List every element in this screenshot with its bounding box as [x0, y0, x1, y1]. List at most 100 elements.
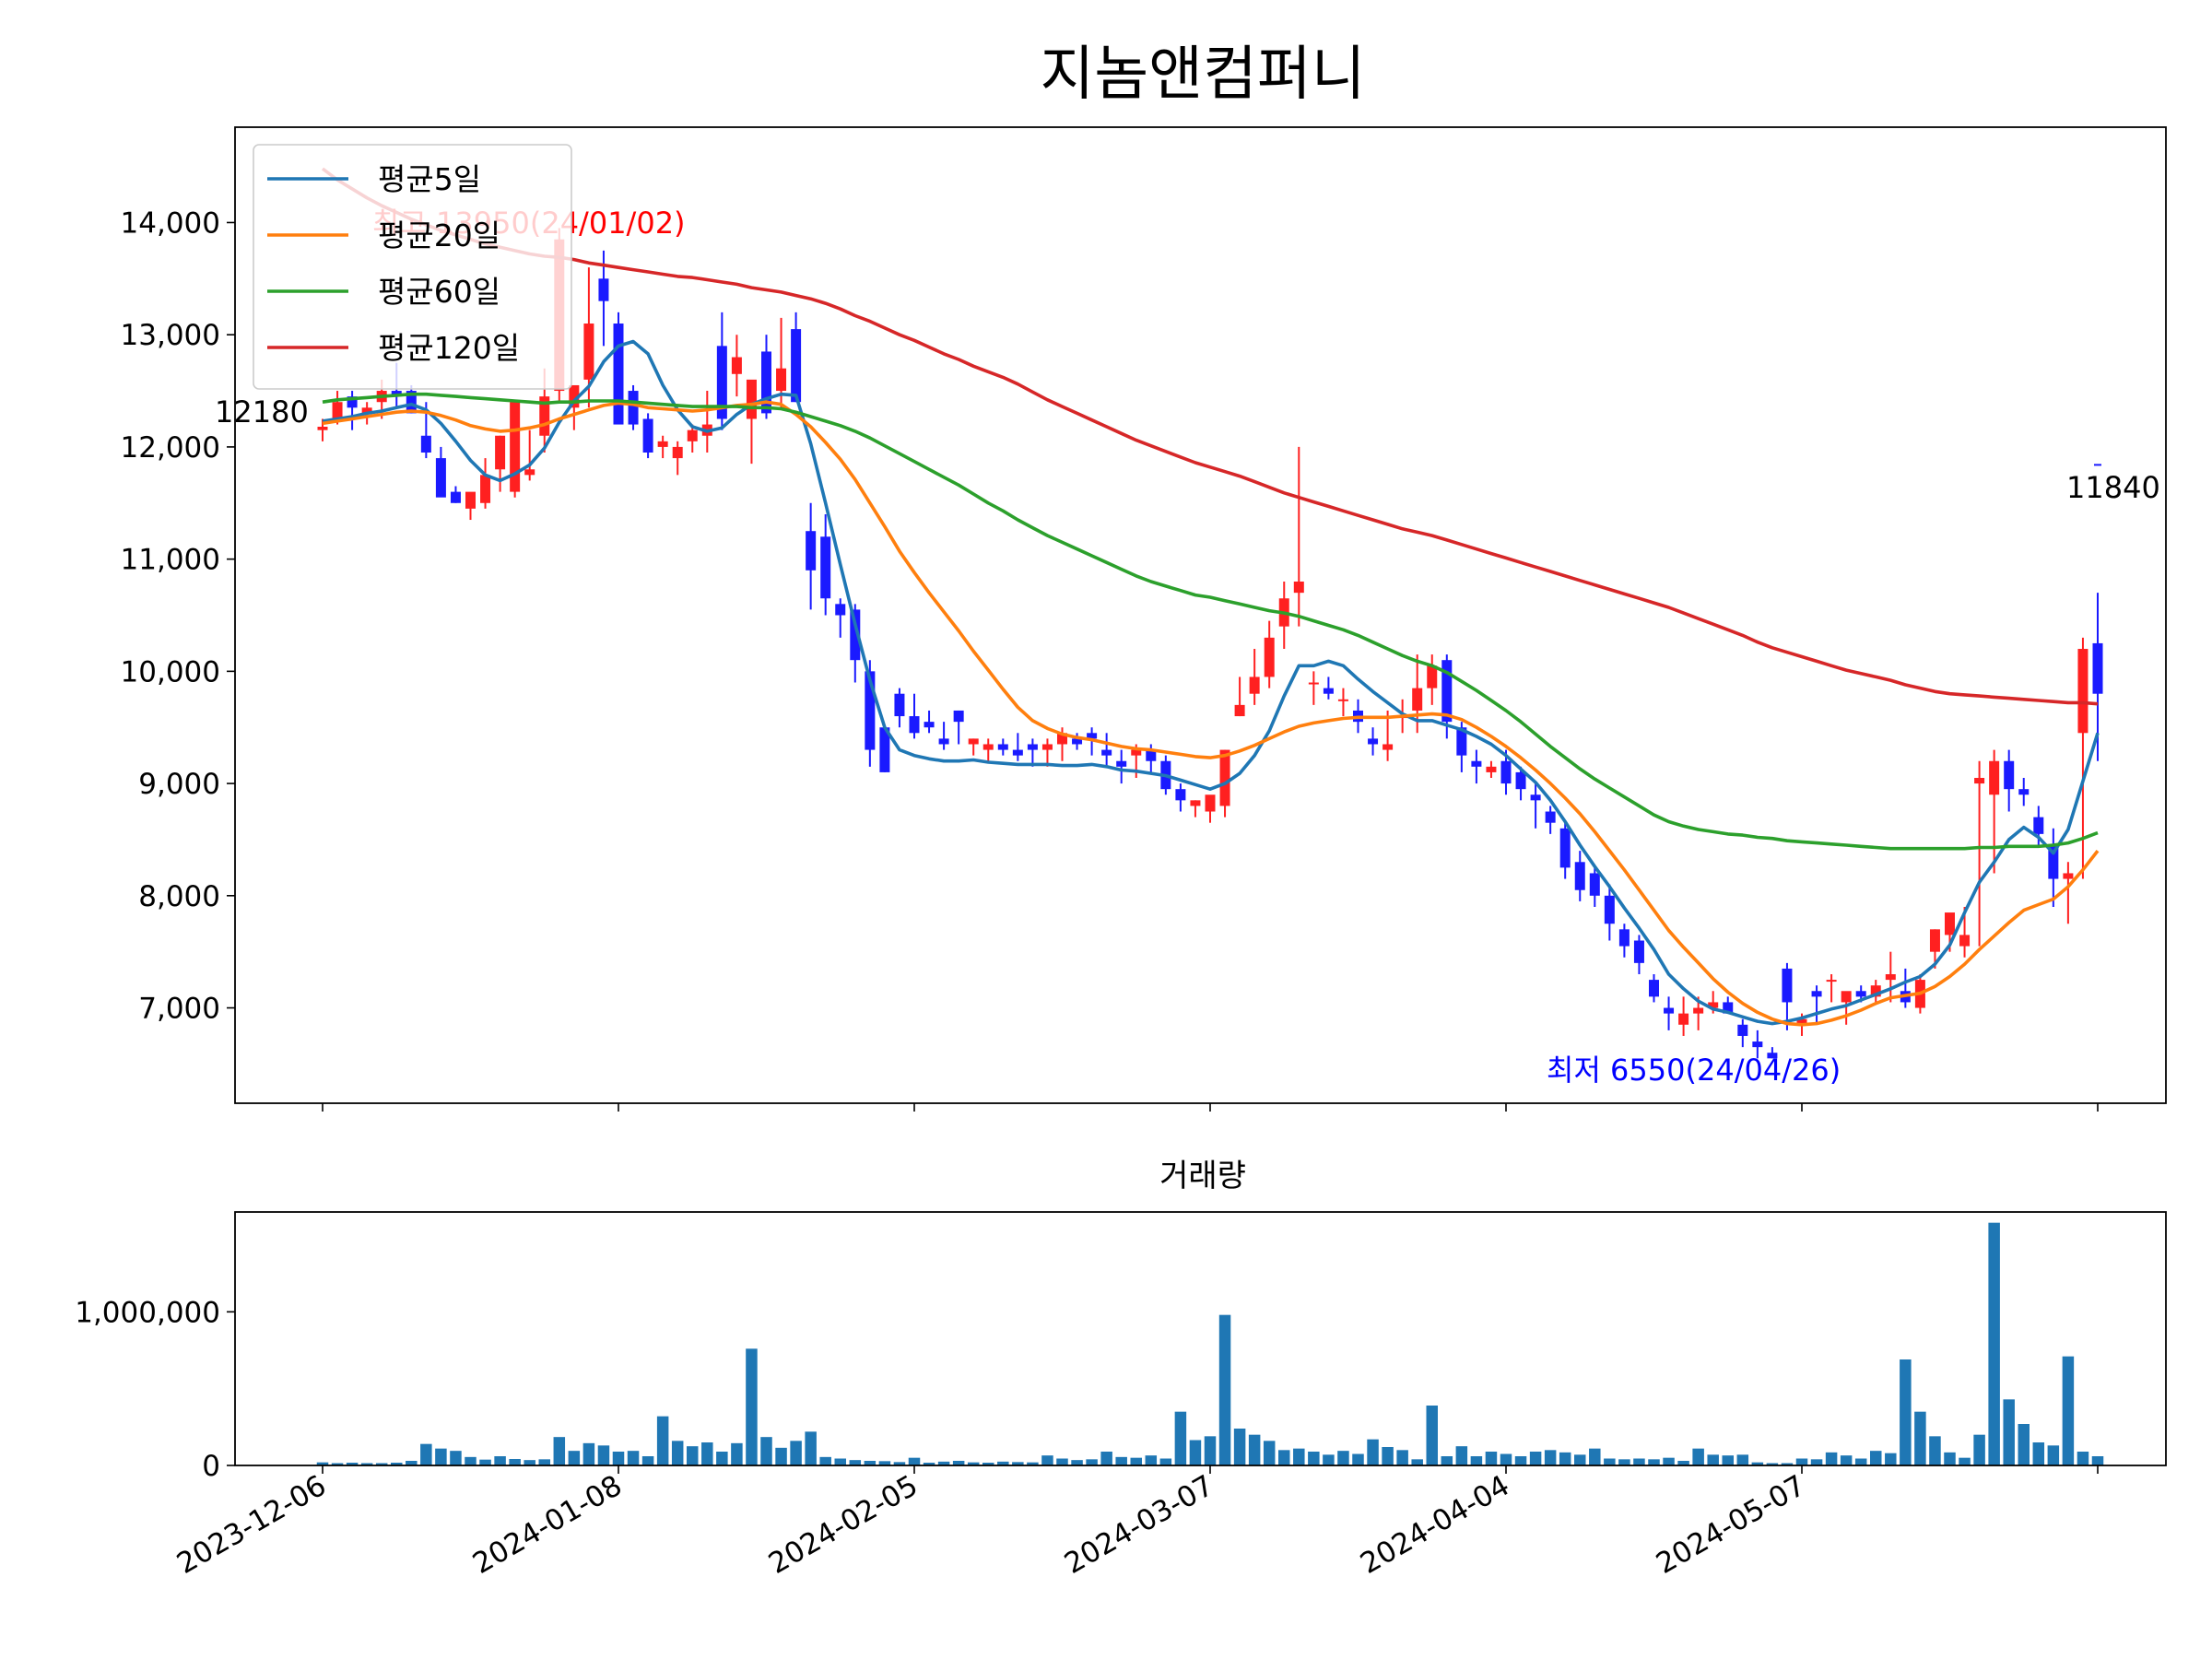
volume-bar: [1455, 1446, 1468, 1465]
candle: [1989, 749, 2000, 874]
candle: [835, 598, 846, 638]
candle: [1427, 654, 1438, 705]
volume-bar: [375, 1463, 388, 1465]
volume-bar: [1027, 1462, 1039, 1465]
min-price-annotation: 최저 6550(24/04/26): [1547, 1053, 1841, 1088]
volume-bar: [1574, 1454, 1586, 1465]
candle: [1649, 974, 1659, 1003]
candle-body: [1249, 677, 1260, 694]
candle-body: [524, 469, 535, 476]
candle-body: [1885, 974, 1896, 981]
price-plot: 7,000 8,000 9,000 10,000 11,000 12,000 13,000 1…: [121, 126, 2167, 1112]
volume-bar: [834, 1458, 846, 1465]
candle: [1308, 671, 1319, 705]
volume-bar: [1411, 1459, 1423, 1465]
candle: [2004, 749, 2015, 812]
volume-bar: [1825, 1452, 1838, 1465]
volume-bar: [967, 1462, 980, 1465]
candle-body: [1752, 1041, 1763, 1048]
legend-label-3: 평균60일: [378, 274, 500, 310]
volume-bar: [612, 1452, 625, 1465]
price-y-tick-label: 8,000: [138, 880, 220, 913]
candle-body: [450, 491, 461, 503]
volume-bar: [1396, 1450, 1408, 1465]
candle-body: [1723, 1002, 1734, 1014]
candle-body: [598, 278, 609, 301]
volume-plot-background: [235, 1212, 2166, 1465]
volume-bar: [479, 1459, 491, 1465]
volume-bar: [2077, 1452, 2089, 1465]
volume-bar: [1337, 1451, 1349, 1465]
volume-bar: [687, 1446, 699, 1465]
candle-body: [1959, 935, 1971, 947]
end-price-annotation: 11840: [2066, 470, 2160, 505]
volume-bar: [2062, 1356, 2075, 1465]
candle-body: [879, 727, 890, 772]
candle-body: [746, 379, 757, 419]
candle-body: [1855, 991, 1866, 997]
candle: [1604, 884, 1615, 941]
volume-bar: [1885, 1453, 1897, 1465]
candle: [997, 738, 1008, 756]
candle-body: [1559, 828, 1571, 868]
start-price-annotation: 12180: [215, 394, 309, 429]
volume-bar: [524, 1460, 535, 1465]
candle: [1870, 980, 1881, 1003]
volume-bar: [937, 1461, 950, 1465]
candle-body: [642, 418, 653, 453]
candle: [406, 384, 417, 414]
candle-body: [2048, 845, 2059, 879]
volume-bar: [1041, 1455, 1053, 1465]
candle: [791, 312, 802, 403]
volume-bar: [360, 1463, 373, 1465]
candle-body: [776, 368, 787, 392]
candle-body: [687, 429, 698, 441]
candle: [1116, 749, 1127, 784]
volume-bar: [420, 1443, 432, 1465]
candle-body: [391, 391, 402, 397]
candle: [1618, 924, 1630, 958]
candle-body: [2033, 817, 2044, 834]
volume-bar: [435, 1448, 447, 1465]
candle-body: [968, 738, 979, 745]
candle: [657, 435, 668, 459]
candle-body: [1368, 738, 1379, 745]
volume-bar: [331, 1463, 344, 1465]
candle: [1589, 867, 1600, 907]
volume-bar: [1233, 1429, 1246, 1465]
candle: [982, 738, 994, 761]
volume-bar: [2091, 1456, 2104, 1465]
candle: [1486, 760, 1497, 778]
candle: [1841, 991, 1852, 1025]
price-y-tick-label: 10,000: [121, 655, 220, 688]
volume-bar: [1766, 1463, 1779, 1465]
volume-bar: [1500, 1453, 1512, 1465]
volume-bar: [716, 1452, 728, 1465]
volume-bar: [908, 1457, 921, 1465]
volume-bar: [1189, 1440, 1202, 1465]
volume-bar: [1840, 1455, 1853, 1465]
candle: [820, 513, 831, 616]
candle: [1323, 677, 1334, 700]
volume-bar: [864, 1461, 877, 1465]
candle: [1678, 996, 1689, 1036]
chart-title: 지놈앤컴퍼니: [1040, 41, 1365, 109]
candle-body: [1041, 744, 1053, 750]
volume-bar: [1323, 1454, 1335, 1465]
volume-bar: [1263, 1441, 1276, 1465]
candle-body: [894, 693, 905, 717]
candle-body: [406, 391, 417, 414]
volume-bar: [1278, 1450, 1290, 1465]
volume-bar: [1677, 1461, 1689, 1465]
candle: [909, 693, 920, 739]
volume-bar: [760, 1437, 772, 1465]
candle-body: [820, 536, 831, 599]
volume-bar: [1751, 1462, 1764, 1465]
volume-bar: [597, 1445, 610, 1465]
candle-body: [2063, 873, 2074, 879]
price-y-tick-label: 11,000: [121, 544, 220, 577]
candle-body: [1012, 749, 1023, 756]
candle-body: [510, 402, 521, 492]
candle-body: [465, 491, 476, 509]
volume-bar: [1810, 1459, 1823, 1465]
